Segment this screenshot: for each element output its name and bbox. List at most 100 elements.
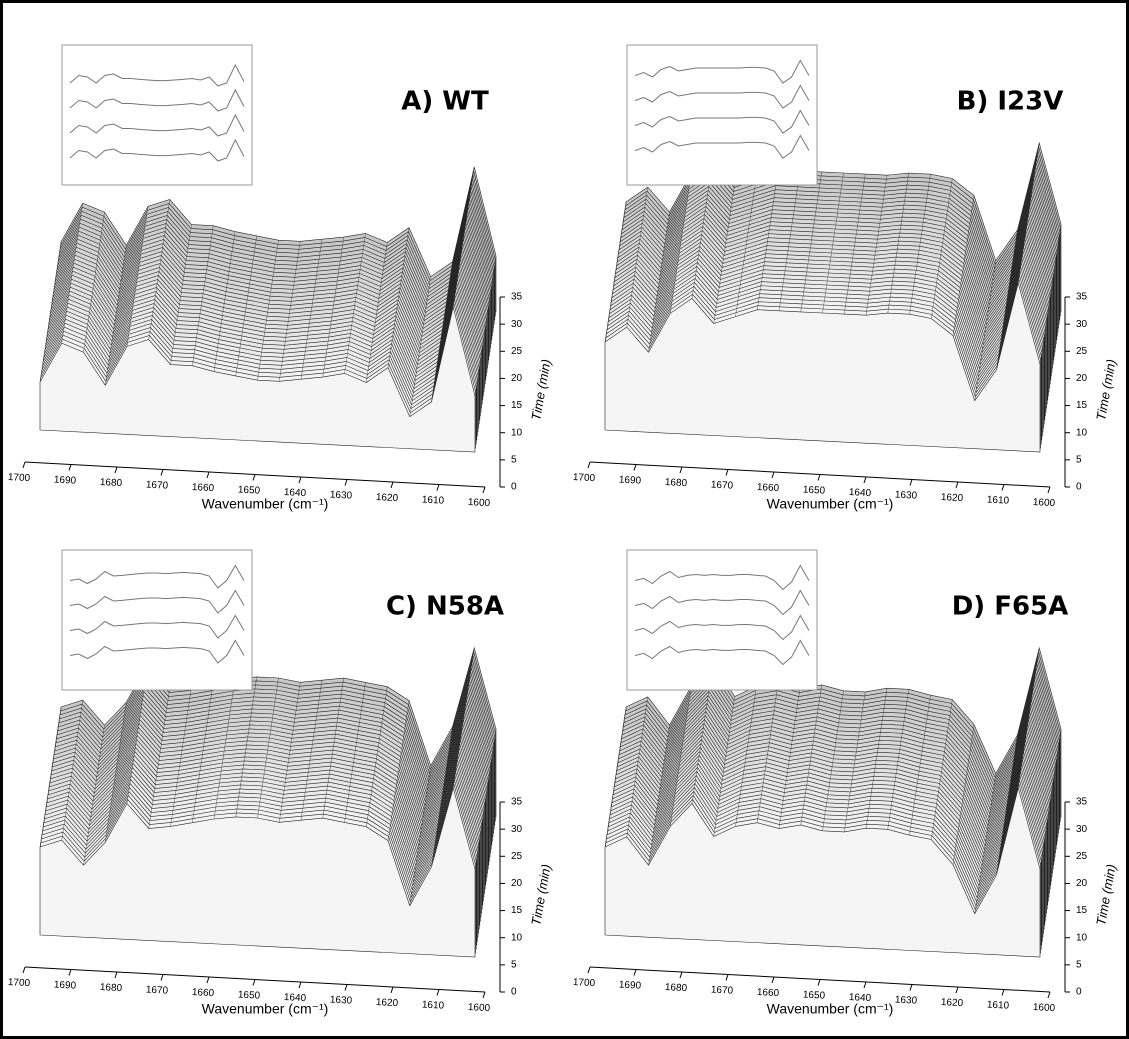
x-tick — [818, 475, 820, 481]
x-tick-label: 1680 — [100, 982, 123, 994]
x-tick-label: 1690 — [54, 475, 77, 487]
inset-frame — [62, 550, 252, 690]
y-tick-label: 15 — [511, 905, 523, 916]
x-axis-label: Wavenumber (cm⁻¹) — [202, 496, 329, 512]
y-axis-label: Time (min) — [1093, 863, 1119, 927]
x-tick — [1048, 487, 1050, 493]
y-axis-label: Time (min) — [528, 863, 554, 927]
x-tick — [345, 985, 347, 991]
x-axis-label: Wavenumber (cm⁻¹) — [767, 1001, 894, 1017]
inset-frame — [62, 45, 252, 185]
x-tick — [161, 975, 163, 981]
x-tick-label: 1700 — [573, 472, 596, 484]
x-tick — [207, 977, 209, 983]
y-axis-label: Time (min) — [528, 358, 554, 422]
x-tick-label: 1680 — [665, 982, 688, 994]
x-tick — [910, 985, 912, 991]
y-tick-label: 15 — [1076, 905, 1088, 916]
y-tick-label: 20 — [511, 878, 523, 889]
x-tick — [391, 987, 393, 993]
figure: 1700169016801670166016501640163016201610… — [0, 0, 1129, 1039]
x-tick-label: 1610 — [987, 1000, 1010, 1012]
y-tick-label: 30 — [1076, 824, 1088, 835]
y-tick-label: 10 — [511, 932, 523, 943]
y-tick-label: 35 — [1076, 797, 1088, 808]
x-tick-label: 1620 — [376, 997, 399, 1009]
x-tick — [864, 982, 866, 988]
y-tick-label: 10 — [511, 427, 523, 438]
x-tick-label: 1700 — [8, 977, 31, 989]
y-tick-label: 5 — [511, 959, 517, 970]
x-tick-label: 1680 — [665, 477, 688, 489]
y-tick-label: 20 — [1076, 878, 1088, 889]
x-tick-label: 1630 — [330, 995, 353, 1007]
x-tick — [726, 975, 728, 981]
x-tick — [437, 990, 439, 996]
x-tick — [634, 970, 636, 976]
x-axis-label: Wavenumber (cm⁻¹) — [202, 1001, 329, 1017]
x-tick — [391, 482, 393, 488]
x-tick-label: 1660 — [757, 482, 780, 494]
x-tick — [588, 967, 590, 973]
x-tick-label: 1620 — [376, 492, 399, 504]
x-tick — [69, 465, 71, 471]
x-tick-label: 1600 — [468, 497, 491, 509]
x-tick-label: 1660 — [192, 482, 215, 494]
x-tick — [772, 977, 774, 983]
x-tick — [483, 487, 485, 493]
x-tick — [588, 462, 590, 468]
x-tick-label: 1600 — [1033, 1002, 1056, 1014]
y-tick-label: 25 — [511, 851, 523, 862]
x-axis-label: Wavenumber (cm⁻¹) — [767, 496, 894, 512]
x-tick-label: 1670 — [146, 480, 169, 492]
y-tick-label: 0 — [511, 987, 517, 998]
x-tick — [161, 470, 163, 476]
y-tick-label: 30 — [511, 824, 523, 835]
x-tick — [483, 992, 485, 998]
y-tick-label: 0 — [1076, 987, 1082, 998]
y-tick-label: 30 — [1076, 319, 1088, 330]
y-tick-label: 5 — [511, 454, 517, 465]
x-tick-label: 1660 — [192, 987, 215, 999]
x-tick-label: 1610 — [422, 495, 445, 507]
y-tick-label: 35 — [511, 292, 523, 303]
x-tick — [437, 485, 439, 491]
x-tick-label: 1690 — [619, 475, 642, 487]
x-tick-label: 1700 — [573, 977, 596, 989]
y-tick-label: 35 — [511, 797, 523, 808]
inset-frame — [627, 550, 817, 690]
x-tick-label: 1630 — [330, 490, 353, 502]
x-tick-label: 1600 — [468, 1002, 491, 1014]
y-tick-label: 0 — [511, 482, 517, 493]
y-tick-label: 25 — [1076, 851, 1088, 862]
panel: 1700169016801670166016501640163016201610… — [573, 550, 1119, 1017]
x-tick — [345, 480, 347, 486]
x-tick-label: 1670 — [711, 480, 734, 492]
panel-title: A) WT — [401, 87, 489, 117]
x-tick-label: 1680 — [100, 477, 123, 489]
x-tick-label: 1660 — [757, 987, 780, 999]
x-tick-label: 1610 — [987, 495, 1010, 507]
x-tick-label: 1630 — [895, 995, 918, 1007]
x-tick — [1048, 992, 1050, 998]
x-tick — [253, 980, 255, 986]
y-tick-label: 30 — [511, 319, 523, 330]
x-tick-label: 1700 — [8, 472, 31, 484]
y-tick-label: 20 — [511, 373, 523, 384]
x-tick-label: 1690 — [54, 980, 77, 992]
y-tick-label: 20 — [1076, 373, 1088, 384]
x-tick — [207, 472, 209, 478]
panel-title: D) F65A — [952, 592, 1069, 622]
y-tick-label: 35 — [1076, 292, 1088, 303]
page: {"chart_data": [ {"type": "surface", "ti… — [0, 0, 1129, 1039]
x-tick — [299, 982, 301, 988]
panel: 1700169016801670166016501640163016201610… — [573, 45, 1119, 512]
y-tick-label: 5 — [1076, 454, 1082, 465]
x-tick-label: 1600 — [1033, 497, 1056, 509]
x-tick — [23, 462, 25, 468]
x-tick — [634, 465, 636, 471]
x-tick-label: 1620 — [941, 492, 964, 504]
x-tick — [956, 482, 958, 488]
